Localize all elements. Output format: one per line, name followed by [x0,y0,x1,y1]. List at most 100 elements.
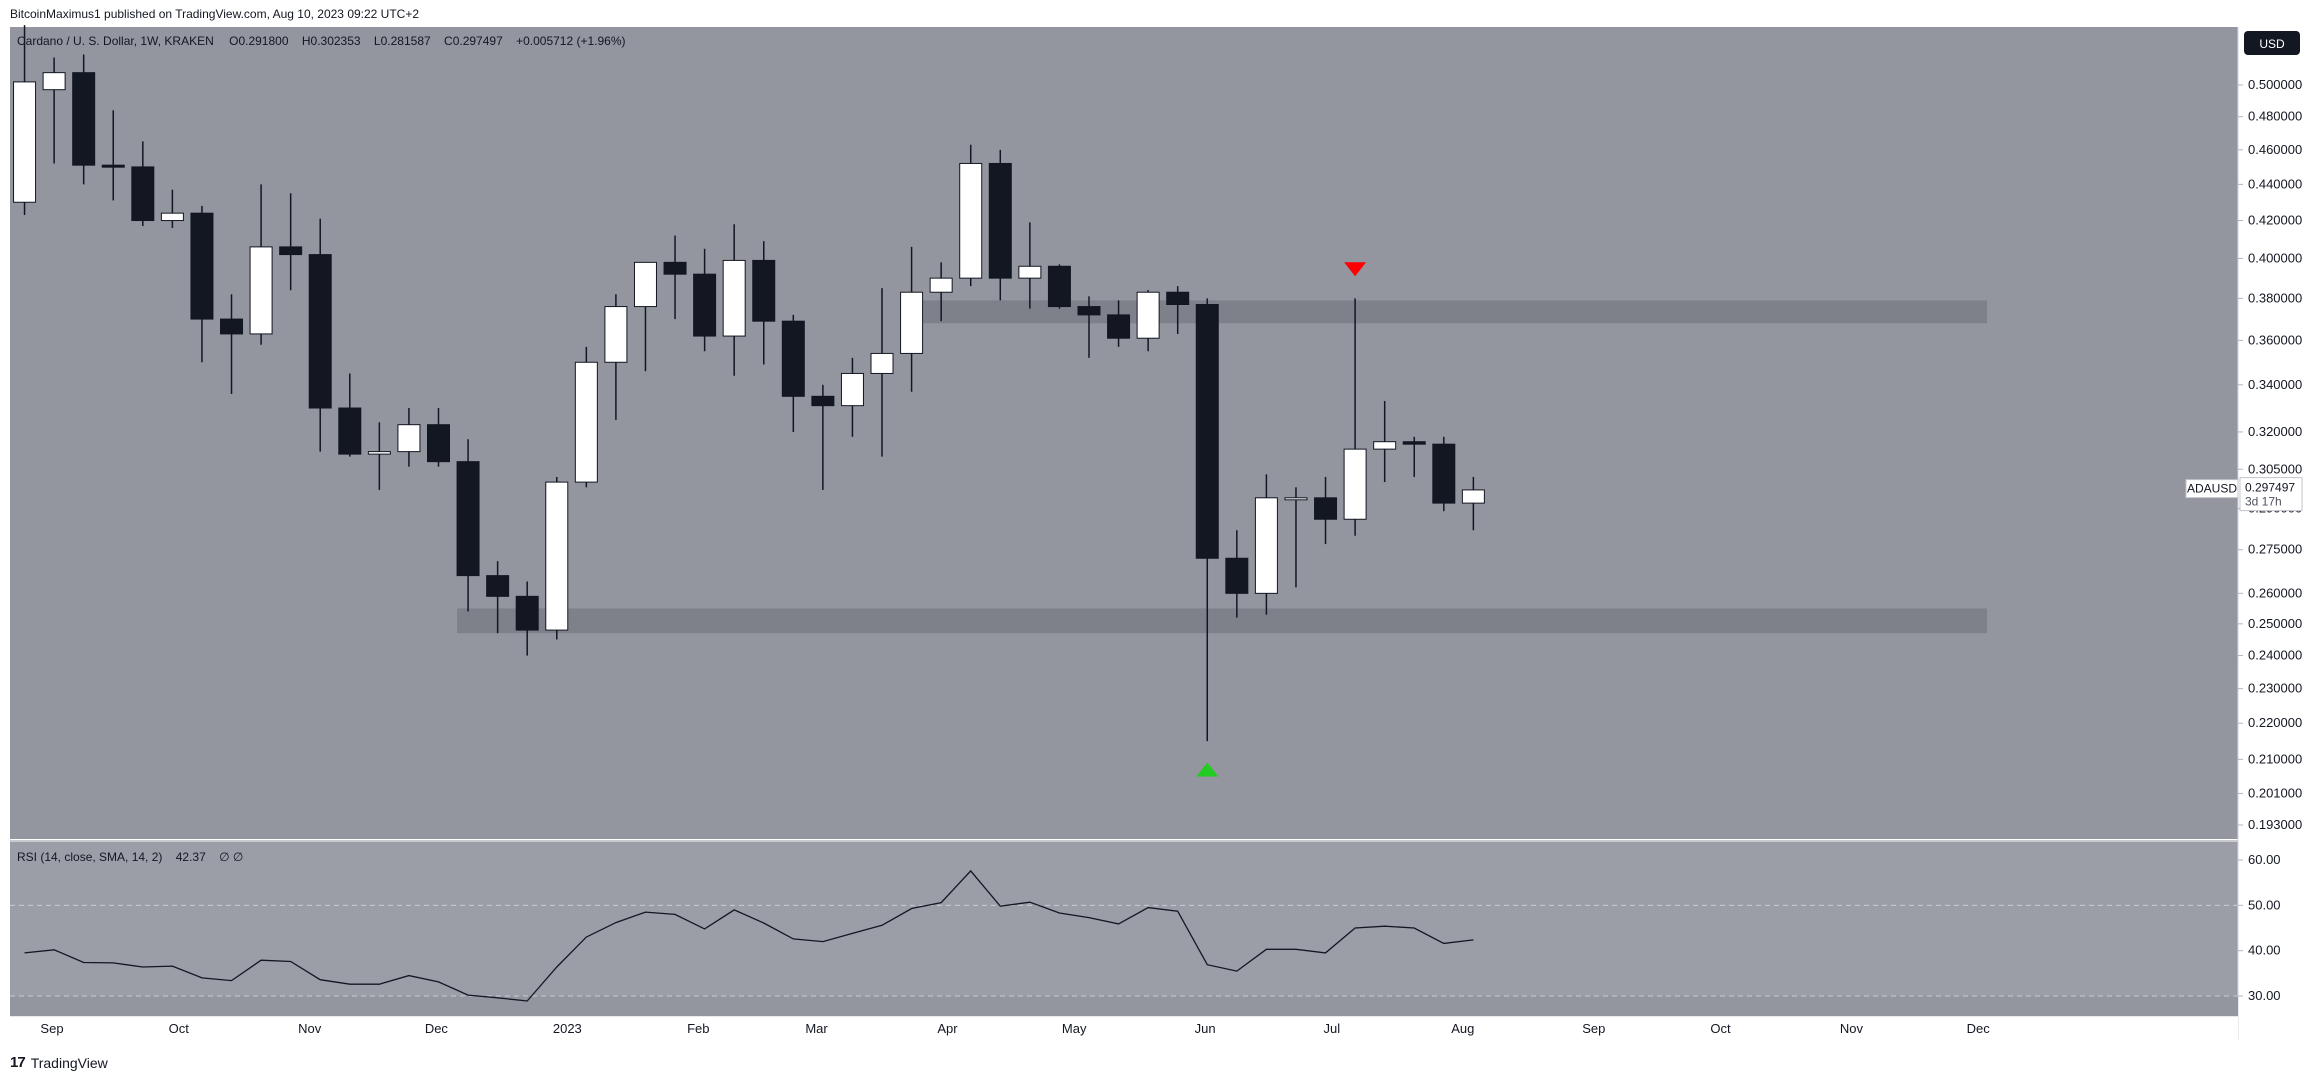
candle-body [515,595,539,631]
candle [279,193,303,291]
candle-body [1314,497,1338,520]
time-tick-label: Jun [1195,1021,1216,1036]
price-tick-label: 0.440000 [2248,176,2302,191]
price-tick-label: 0.320000 [2248,424,2302,439]
price-tick-label: 0.380000 [2248,290,2302,305]
candle-body [1047,265,1071,308]
price-tick-label: 0.230000 [2248,681,2302,696]
candle [959,144,983,287]
candle [663,235,687,320]
candle-body [486,575,510,597]
candle-body [1343,448,1367,520]
candle-body [13,81,37,203]
time-tick-label: Sep [40,1021,63,1036]
candle-body [781,320,805,397]
ohlc-high: 0.302353 [311,34,361,48]
candle [900,246,924,392]
candle [426,408,450,467]
candle-body [693,273,717,337]
candle-body [338,407,362,455]
candle [397,408,421,467]
candle-body [72,72,96,166]
price-tick-label: 0.220000 [2248,715,2302,730]
price-tick-label: 0.400000 [2248,250,2302,265]
candle [1047,264,1071,309]
price-axis[interactable] [2238,27,2315,1016]
candle [190,205,214,363]
arrows-layer [1196,262,1367,777]
time-tick-label: May [1062,1021,1087,1036]
arrow-down-icon [1344,262,1367,277]
rsi-value: 42.37 [176,850,206,864]
candle-body [811,395,835,407]
last-price-symbol: ADAUSD [2187,482,2237,496]
candle-body [220,318,244,335]
candle [574,346,598,488]
candle [722,224,746,376]
candle-body [249,246,273,335]
candle [1461,476,1485,531]
candle [811,384,835,490]
rsi-pane[interactable] [10,842,2238,1016]
candles-layer [13,25,1485,742]
rsi-tick-label: 40.00 [2248,943,2281,958]
price-tick-label: 0.340000 [2248,377,2302,392]
candle [13,25,37,216]
candle-body [1432,443,1456,504]
candle [1225,530,1249,618]
candle [870,288,894,457]
candle [840,357,864,437]
rsi-tick-label: 60.00 [2248,852,2281,867]
candle [456,439,480,612]
tradingview-logo[interactable]: 17 TradingView [10,1054,108,1071]
candle-body [870,352,894,374]
candle [72,54,96,185]
candle [633,261,657,372]
time-tick-label: Oct [169,1021,190,1036]
price-tick-label: 0.260000 [2248,585,2302,600]
rsi-line [24,869,1474,1002]
candle-body [101,164,125,168]
candle [338,373,362,457]
rsi-legend[interactable]: RSI (14, close, SMA, 14, 2) 42.37 ∅ ∅ [17,850,243,864]
price-tick-label: 0.420000 [2248,213,2302,228]
time-tick-label: Jul [1324,1021,1341,1036]
candle [1432,436,1456,512]
candle [693,248,717,352]
last-price-countdown: 3d 17h [2245,495,2282,509]
candle-body [1402,441,1426,445]
candle-body [722,259,746,337]
price-tick-label: 0.500000 [2248,77,2302,92]
currency-button[interactable]: USD [2244,31,2300,55]
candle-body [988,162,1012,279]
ohlc-change: +0.005712 (+1.96%) [516,34,625,48]
price-tick-label: 0.201000 [2248,785,2302,800]
candle-body [279,246,303,256]
candle-body [1107,314,1131,339]
candle-body [1254,497,1278,594]
candle [1284,487,1308,588]
candle-body [900,291,924,354]
price-pane[interactable] [10,27,2238,839]
ohlc-close: 0.297497 [453,34,503,48]
price-tick-label: 0.250000 [2248,616,2302,631]
time-tick-label: Aug [1451,1021,1474,1036]
rsi-suffix: ∅ ∅ [219,850,243,864]
symbol-legend[interactable]: Cardano / U. S. Dollar, 1W, KRAKEN O0.29… [17,34,626,48]
time-axis[interactable] [10,1016,2238,1040]
candle-body [160,212,184,222]
candle-body [1018,265,1042,279]
rsi-layer [10,869,2238,1016]
price-tick-label: 0.240000 [2248,648,2302,663]
candle-body [1461,489,1485,504]
time-tick-label: Mar [805,1021,828,1036]
time-tick-label: Nov [1840,1021,1864,1036]
candle [367,422,391,490]
candle [929,262,953,322]
candle [752,241,776,365]
price-tick-label: 0.460000 [2248,142,2302,157]
rsi-ticks: 60.00 50.00 40.00 30.00 [2238,852,2281,1003]
zone-support [457,608,1988,634]
candle-body [397,424,421,453]
